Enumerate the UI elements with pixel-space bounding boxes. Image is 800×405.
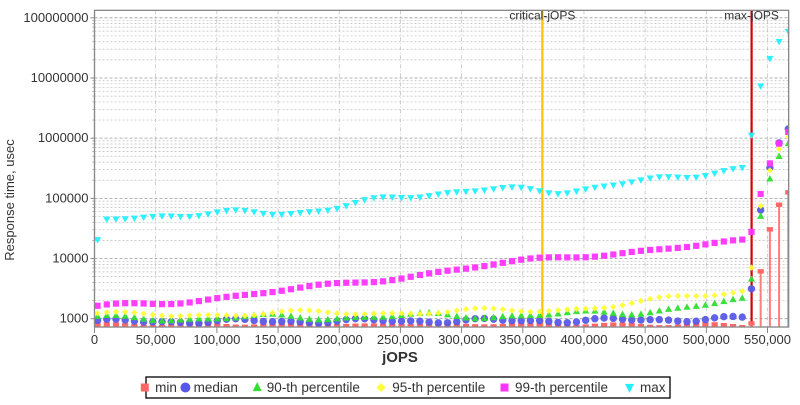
svg-text:400,000: 400,000: [560, 332, 607, 347]
svg-text:1000000: 1000000: [38, 130, 89, 145]
svg-text:Response time, usec: Response time, usec: [2, 139, 17, 261]
svg-text:99-th percentile: 99-th percentile: [515, 380, 608, 395]
svg-text:95-th percentile: 95-th percentile: [392, 380, 485, 395]
svg-text:350,000: 350,000: [499, 332, 546, 347]
svg-text:250,000: 250,000: [377, 332, 424, 347]
svg-text:1000: 1000: [60, 311, 89, 326]
svg-text:max: max: [640, 380, 666, 395]
svg-text:550,000: 550,000: [744, 332, 791, 347]
svg-text:150,000: 150,000: [255, 332, 302, 347]
svg-text:100000000: 100000000: [23, 10, 88, 25]
svg-text:90-th percentile: 90-th percentile: [267, 380, 360, 395]
svg-text:10000000: 10000000: [31, 70, 89, 85]
svg-text:100,000: 100,000: [193, 332, 240, 347]
svg-text:0: 0: [91, 332, 98, 347]
svg-text:jOPS: jOPS: [381, 349, 418, 366]
svg-text:10000: 10000: [52, 251, 88, 266]
svg-text:300,000: 300,000: [438, 332, 485, 347]
svg-text:500,000: 500,000: [683, 332, 730, 347]
svg-text:100000: 100000: [45, 190, 88, 205]
svg-text:min: min: [155, 380, 177, 395]
svg-text:median: median: [194, 380, 238, 395]
svg-text:200,000: 200,000: [316, 332, 363, 347]
svg-text:50,000: 50,000: [136, 332, 176, 347]
svg-text:450,000: 450,000: [622, 332, 669, 347]
